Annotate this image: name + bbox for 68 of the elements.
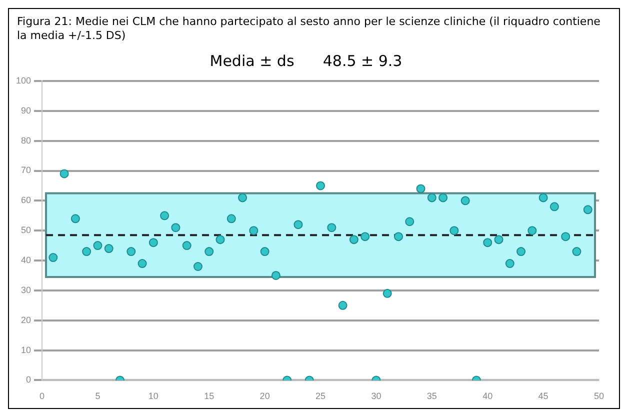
- point: [516, 247, 526, 256]
- point: [528, 226, 537, 236]
- point: [104, 244, 114, 254]
- point: [60, 169, 69, 178]
- y-tick-label: 70: [21, 165, 32, 176]
- x-tick-label: 50: [594, 391, 604, 402]
- point: [483, 238, 492, 248]
- x-tick-label: 25: [316, 391, 326, 402]
- y-tick-label: 10: [21, 344, 32, 355]
- chart-title: Media ± ds 48.5 ± 9.3: [210, 52, 402, 70]
- point: [238, 193, 248, 202]
- point: [561, 232, 570, 242]
- point: [316, 181, 326, 190]
- y-tick-label: 0: [26, 374, 32, 385]
- x-tick-label: 15: [204, 391, 214, 402]
- point: [438, 193, 448, 202]
- x-tick-label: 35: [426, 391, 437, 402]
- point: [327, 223, 336, 232]
- point: [505, 259, 514, 268]
- point: [160, 211, 170, 220]
- point: [494, 235, 504, 244]
- point: [572, 247, 582, 256]
- y-tick-label: 50: [21, 225, 32, 236]
- point: [171, 223, 180, 232]
- text: Figura 21: Medie nei CLM che hanno partecipato al sesto anno per le scienze cliniche (il riquadro contiene la media +/-1.5 DS): [16, 14, 602, 43]
- y-tick-label: 30: [21, 284, 32, 295]
- point: [405, 217, 414, 226]
- point: [182, 241, 192, 250]
- x-tick-label: 5: [95, 391, 100, 402]
- point: [271, 270, 280, 280]
- point: [416, 184, 426, 194]
- point: [216, 235, 225, 244]
- x-tick-label: 0: [40, 391, 45, 402]
- point: [427, 193, 436, 202]
- point: [294, 220, 303, 230]
- point: [394, 232, 403, 242]
- point: [338, 300, 348, 310]
- point: [93, 241, 102, 250]
- y-tick-label: 20: [21, 314, 32, 325]
- x-tick-label: 10: [148, 391, 158, 402]
- x-tick-label: 45: [538, 391, 548, 402]
- x-tick-label: 20: [260, 391, 270, 402]
- point: [193, 262, 202, 272]
- point: [226, 214, 236, 224]
- y-tick-label: 40: [21, 255, 32, 266]
- point: [360, 232, 370, 242]
- x-tick-label: 30: [371, 391, 382, 402]
- y-tick-label: 60: [21, 195, 32, 206]
- point: [204, 247, 214, 256]
- x-tick-label: 40: [482, 391, 493, 402]
- point: [260, 247, 270, 256]
- point: [148, 238, 158, 248]
- point: [126, 247, 136, 256]
- point: [583, 205, 592, 214]
- point: [382, 288, 392, 298]
- y-tick-label: 80: [21, 135, 32, 146]
- point: [450, 226, 459, 236]
- point: [249, 226, 258, 236]
- point: [349, 235, 358, 244]
- point: [48, 253, 58, 262]
- point: [550, 202, 559, 212]
- y-tick-label: 100: [16, 75, 32, 86]
- point: [538, 193, 548, 202]
- point: [138, 259, 147, 268]
- point: [460, 196, 470, 206]
- point: [70, 214, 80, 224]
- point: [82, 247, 92, 256]
- y-tick-label: 90: [21, 105, 32, 116]
